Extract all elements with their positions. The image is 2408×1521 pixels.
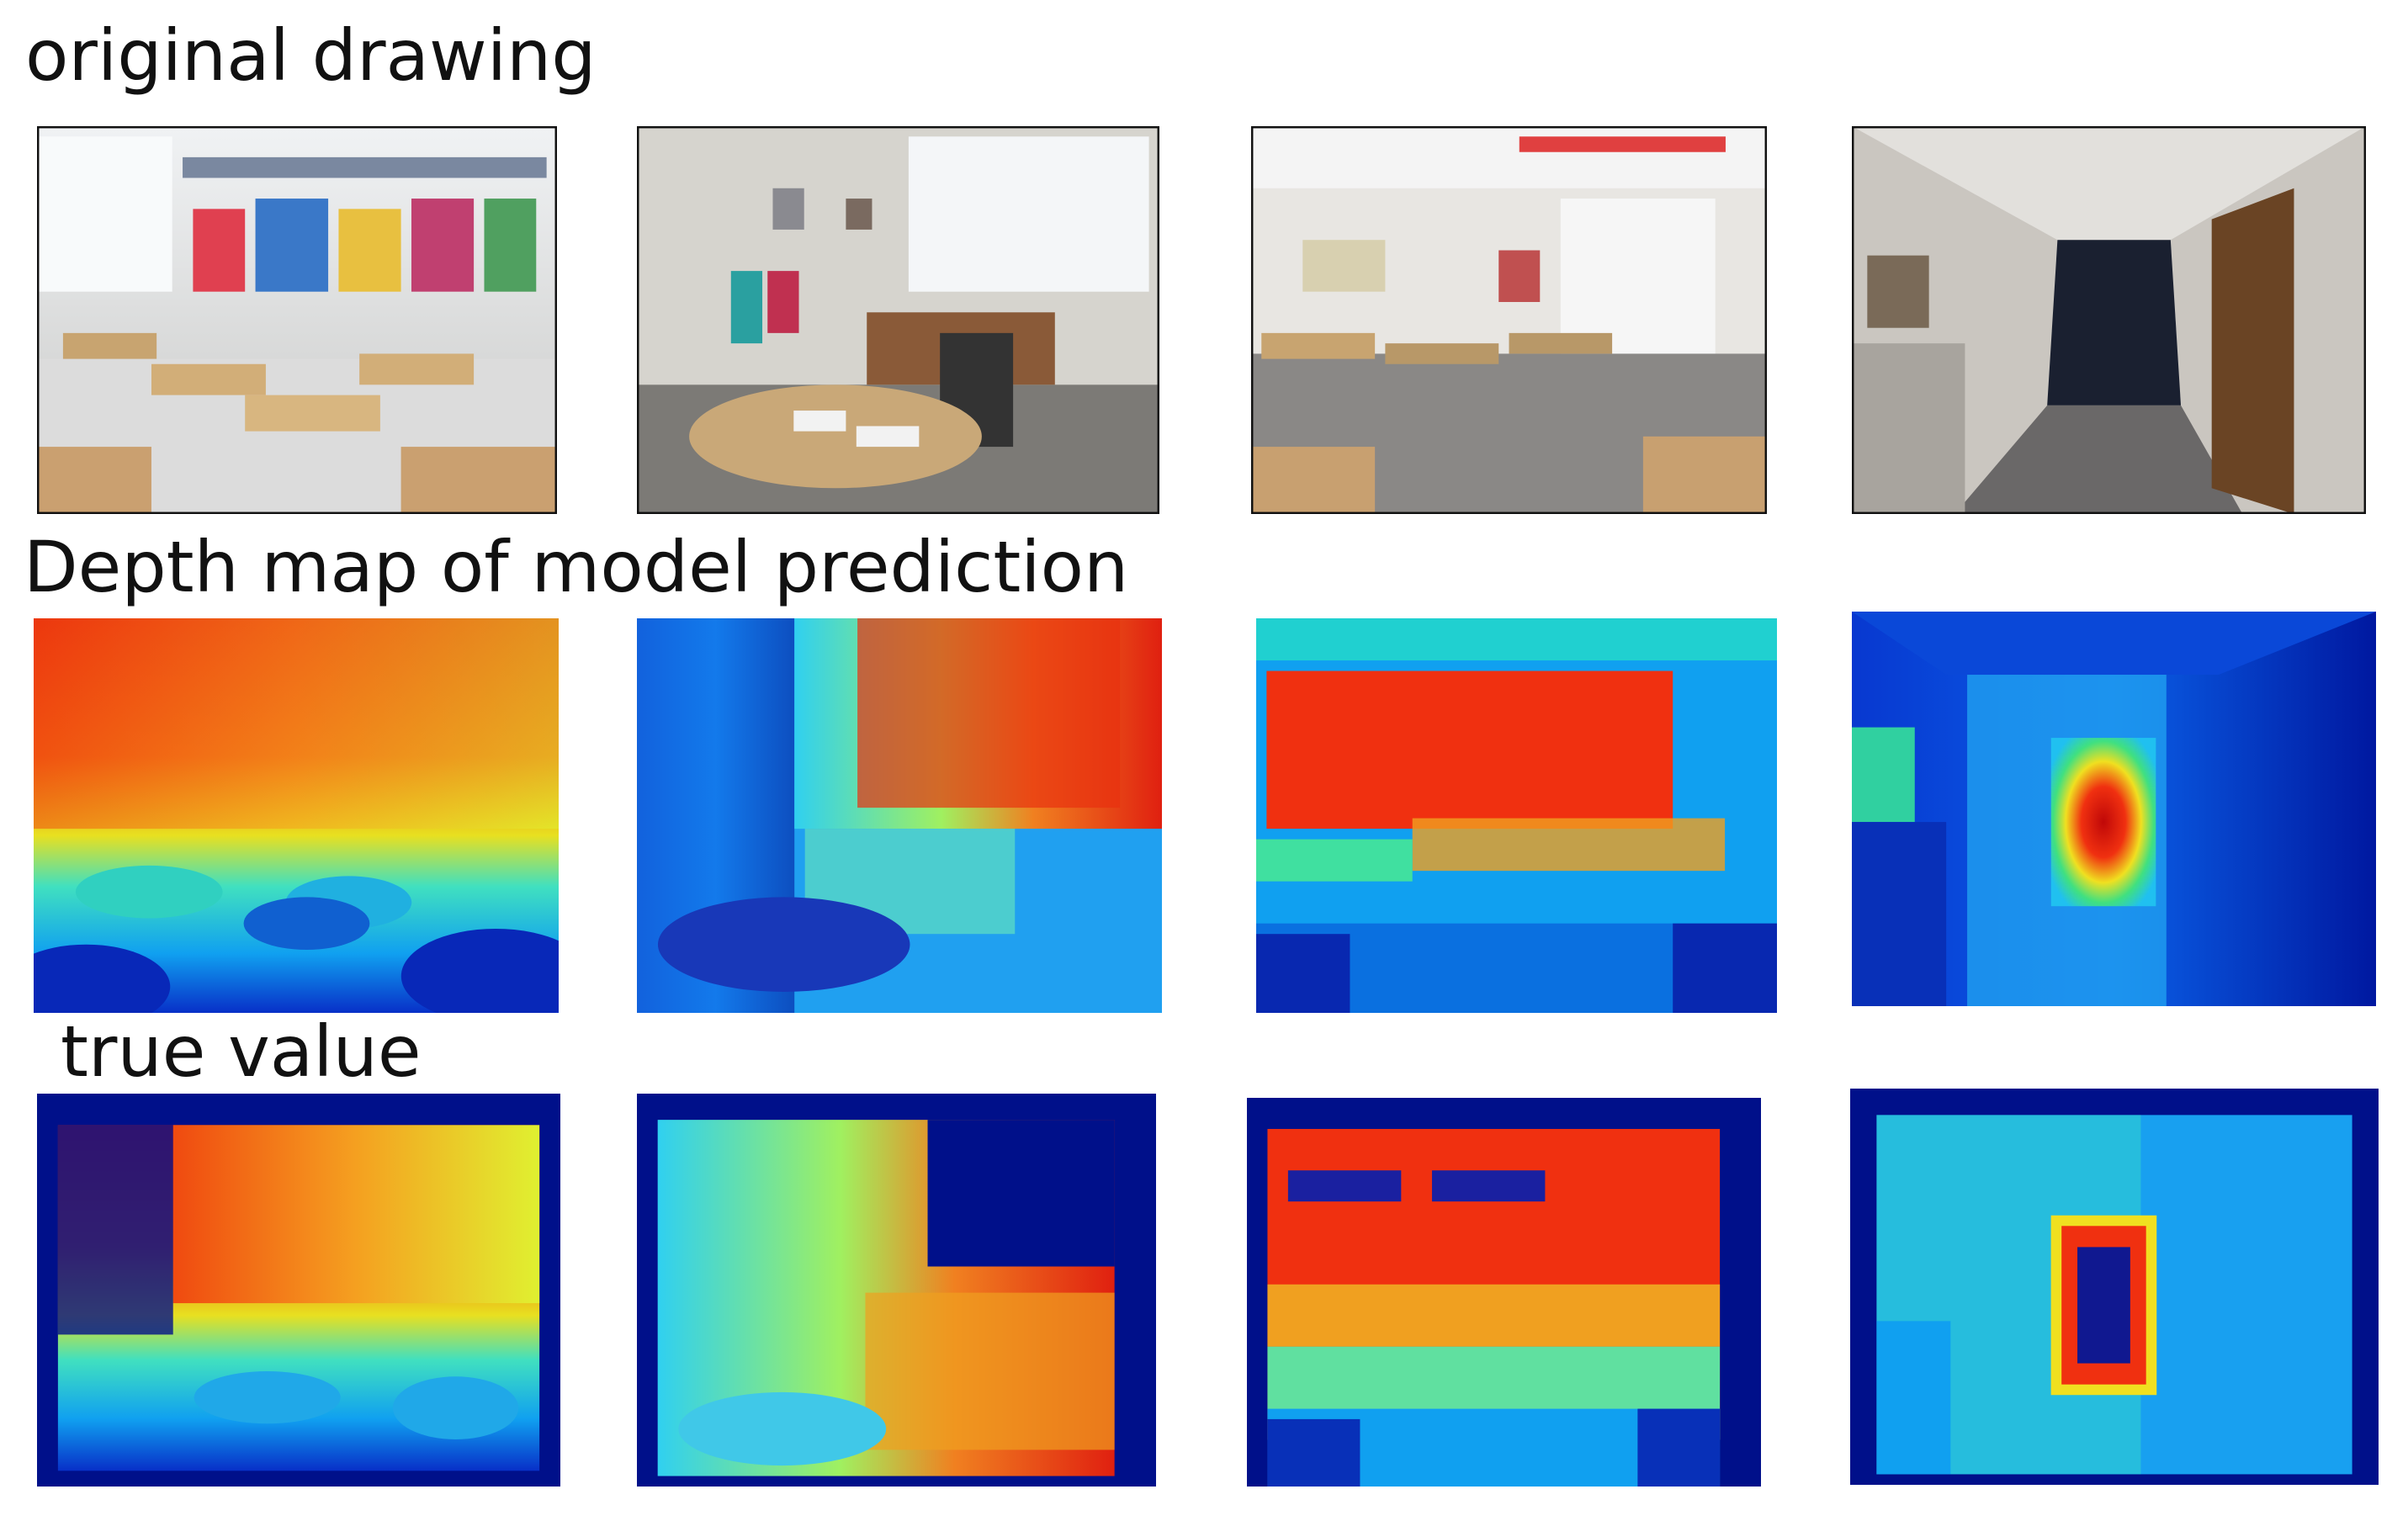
depth-map	[1256, 618, 1777, 1013]
depth-map	[1852, 612, 2376, 1006]
photo	[1852, 126, 2366, 514]
row-label: original drawing	[25, 14, 597, 97]
ground-truth	[637, 1094, 1156, 1487]
ground-truth	[1850, 1089, 2379, 1485]
depth-map	[34, 618, 559, 1013]
photo	[637, 126, 1159, 514]
photo	[1251, 126, 1767, 514]
ground-truth	[37, 1094, 560, 1487]
row-label: Depth map of model prediction	[24, 526, 1128, 608]
row-label: true value	[61, 1010, 422, 1093]
depth-map	[637, 618, 1162, 1013]
photo	[37, 126, 557, 514]
ground-truth	[1247, 1098, 1761, 1487]
